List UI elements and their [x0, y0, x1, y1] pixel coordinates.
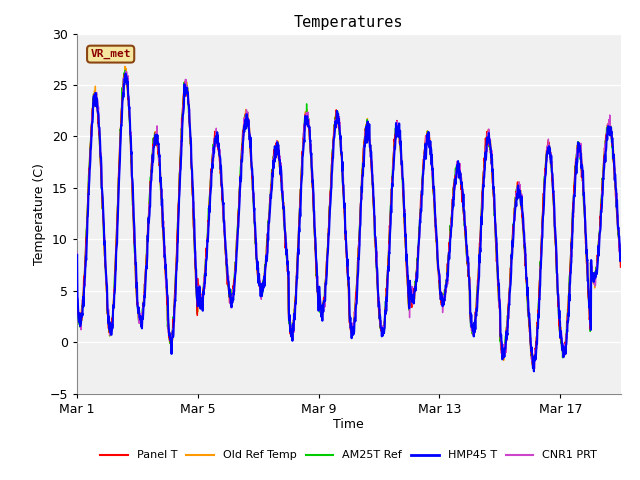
Legend: Panel T, Old Ref Temp, AM25T Ref, HMP45 T, CNR1 PRT: Panel T, Old Ref Temp, AM25T Ref, HMP45 … — [96, 446, 602, 465]
Old Ref Temp — [422, 134, 430, 140]
Line: Old Ref Temp: Old Ref Temp — [77, 66, 621, 368]
CNR1 PRT — [316, 288, 323, 293]
CNR1 PRT — [363, 128, 371, 134]
HMP45 T — [73, 257, 81, 263]
Old Ref Temp — [73, 256, 81, 262]
HMP45 T — [542, 159, 550, 165]
Panel T — [122, 71, 129, 76]
AM25T Ref — [307, 145, 314, 151]
HMP45 T — [363, 123, 371, 129]
Panel T — [529, 365, 537, 371]
Old Ref Temp — [307, 140, 314, 146]
Line: HMP45 T: HMP45 T — [77, 73, 621, 372]
Panel T — [105, 325, 113, 331]
Panel T — [617, 264, 625, 270]
Panel T — [422, 138, 430, 144]
Line: AM25T Ref: AM25T Ref — [77, 70, 621, 366]
Text: VR_met: VR_met — [90, 49, 131, 59]
Old Ref Temp — [316, 288, 323, 294]
HMP45 T — [122, 71, 129, 76]
Panel T — [316, 303, 323, 309]
CNR1 PRT — [73, 249, 81, 255]
Panel T — [73, 298, 81, 303]
HMP45 T — [422, 141, 430, 147]
Panel T — [363, 126, 371, 132]
AM25T Ref — [422, 138, 430, 144]
Panel T — [542, 158, 550, 164]
AM25T Ref — [316, 300, 323, 305]
Old Ref Temp — [617, 252, 625, 258]
CNR1 PRT — [307, 139, 314, 144]
AM25T Ref — [73, 300, 81, 306]
Line: Panel T: Panel T — [77, 73, 621, 368]
AM25T Ref — [363, 122, 371, 128]
Title: Temperatures: Temperatures — [294, 15, 404, 30]
CNR1 PRT — [122, 68, 129, 74]
Panel T — [307, 148, 314, 154]
Old Ref Temp — [363, 127, 371, 132]
X-axis label: Time: Time — [333, 419, 364, 432]
HMP45 T — [530, 369, 538, 374]
CNR1 PRT — [617, 243, 625, 249]
Old Ref Temp — [542, 159, 550, 165]
Old Ref Temp — [105, 329, 113, 335]
HMP45 T — [316, 284, 323, 289]
CNR1 PRT — [542, 165, 550, 170]
HMP45 T — [105, 313, 113, 319]
AM25T Ref — [617, 256, 625, 262]
AM25T Ref — [105, 328, 113, 334]
Old Ref Temp — [530, 365, 538, 371]
Line: CNR1 PRT: CNR1 PRT — [77, 71, 621, 369]
Old Ref Temp — [121, 63, 129, 69]
AM25T Ref — [529, 363, 537, 369]
Y-axis label: Temperature (C): Temperature (C) — [33, 163, 47, 264]
CNR1 PRT — [422, 139, 430, 144]
AM25T Ref — [542, 153, 550, 159]
HMP45 T — [617, 256, 625, 262]
CNR1 PRT — [105, 315, 113, 321]
AM25T Ref — [122, 67, 129, 73]
HMP45 T — [307, 137, 314, 143]
CNR1 PRT — [531, 366, 538, 372]
